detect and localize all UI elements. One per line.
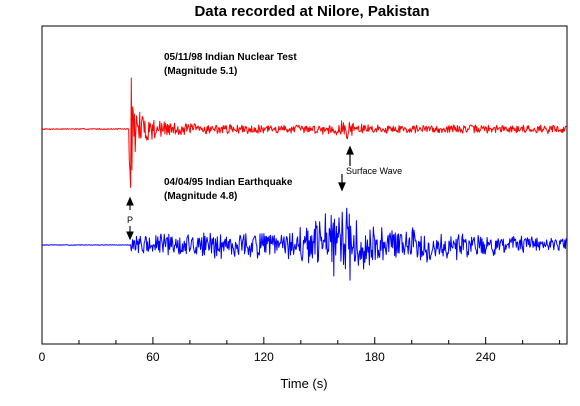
p-wave-label: P: [127, 215, 133, 225]
earthquake-trace: [41, 207, 568, 281]
p-up-arrow-icon: [126, 196, 134, 210]
surface-wave-arrow-icon: [346, 145, 354, 166]
chart-title: Data recorded at Nilore, Pakistan: [194, 3, 429, 20]
legend-nuclear-magnitude: (Magnitude 5.1): [164, 66, 237, 77]
legend-nuclear-name: 05/11/98 Indian Nuclear Test: [164, 52, 297, 63]
x-axis-label: Time (s): [280, 376, 327, 391]
x-tick-label: 120: [254, 350, 274, 364]
x-tick-label: 0: [39, 350, 46, 364]
x-tick-label: 60: [146, 350, 160, 364]
x-axis-ticks: [41, 337, 561, 344]
plot-frame: [41, 25, 568, 345]
x-axis-tick-labels: 0 60 120 180 240: [39, 350, 496, 364]
nuclear-test-trace: [41, 77, 567, 188]
p-wave-annotation: P: [126, 196, 134, 241]
x-tick-label: 180: [365, 350, 385, 364]
p-down-arrow-icon: [126, 226, 134, 241]
x-tick-label: 240: [476, 350, 496, 364]
down-arrow-icon: [338, 174, 346, 192]
quake-peak-annotation: [338, 174, 346, 192]
legend-quake-magnitude: (Magnitude 4.8): [164, 191, 237, 202]
legend-quake-name: 04/04/95 Indian Earthquake: [164, 177, 293, 188]
surface-wave-label: Surface Wave: [346, 166, 402, 176]
surface-wave-annotation: Surface Wave: [346, 145, 402, 176]
